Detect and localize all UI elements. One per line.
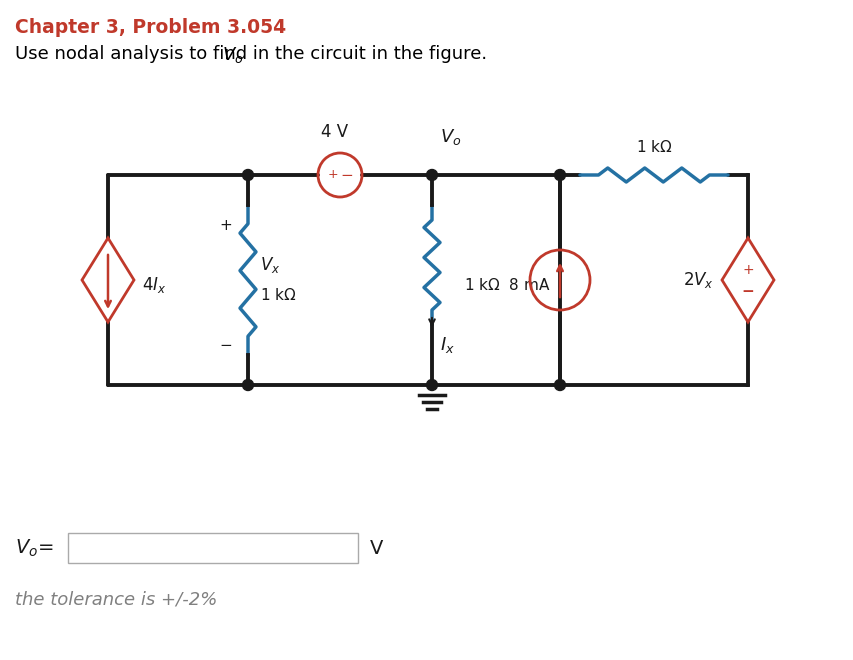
Circle shape — [554, 379, 565, 391]
Text: $\mathit{V_o}$: $\mathit{V_o}$ — [439, 127, 461, 147]
Polygon shape — [82, 238, 134, 322]
Text: V: V — [369, 539, 383, 558]
Circle shape — [426, 170, 437, 180]
Text: $\mathit{V_o}$: $\mathit{V_o}$ — [222, 45, 243, 65]
Text: 1 k$\Omega$: 1 k$\Omega$ — [259, 287, 296, 303]
Text: $\mathit{I_x}$: $\mathit{I_x}$ — [439, 335, 455, 355]
Circle shape — [242, 170, 253, 180]
Circle shape — [426, 379, 437, 391]
Text: $2\mathit{V_x}$: $2\mathit{V_x}$ — [682, 270, 713, 290]
Text: −: − — [340, 168, 353, 183]
Text: Chapter 3, Problem 3.054: Chapter 3, Problem 3.054 — [15, 18, 286, 37]
Text: −: − — [740, 284, 753, 300]
Text: 1 k$\Omega$  8 mA: 1 k$\Omega$ 8 mA — [463, 277, 549, 293]
Polygon shape — [721, 238, 773, 322]
Text: $\mathit{V_x}$: $\mathit{V_x}$ — [259, 255, 280, 275]
Text: Use nodal analysis to find: Use nodal analysis to find — [15, 45, 252, 63]
Text: 1 k$\Omega$: 1 k$\Omega$ — [635, 139, 671, 155]
Circle shape — [554, 170, 565, 180]
Text: +: + — [328, 168, 338, 182]
Text: +: + — [741, 263, 753, 277]
Text: +: + — [219, 218, 232, 232]
Text: $4\mathit{I_x}$: $4\mathit{I_x}$ — [142, 275, 166, 295]
Text: in the circuit in the figure.: in the circuit in the figure. — [247, 45, 486, 63]
Text: the tolerance is +/-2%: the tolerance is +/-2% — [15, 591, 218, 609]
FancyBboxPatch shape — [68, 533, 357, 563]
Text: 4 V: 4 V — [321, 123, 348, 141]
Circle shape — [242, 379, 253, 391]
Text: $\mathit{V_o}$=: $\mathit{V_o}$= — [15, 537, 54, 558]
Text: −: − — [219, 337, 232, 352]
